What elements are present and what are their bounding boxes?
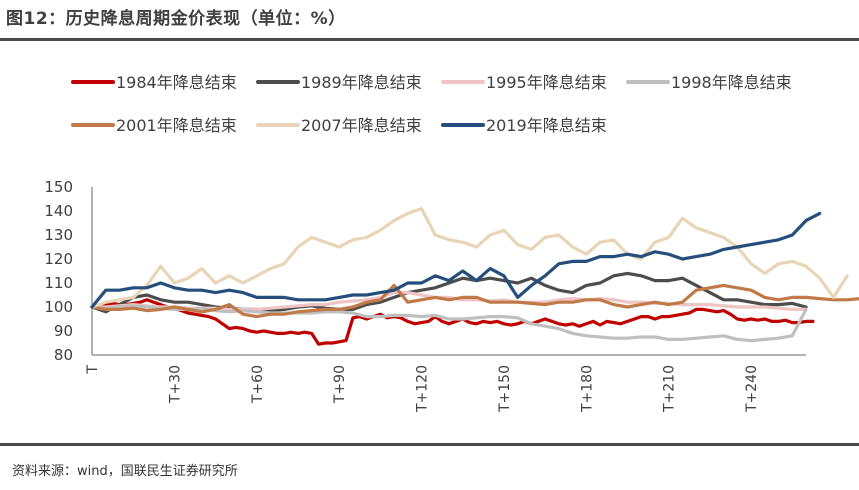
x-tick-label: T+30 [167, 365, 183, 404]
y-tick-label: 130 [44, 226, 73, 244]
legend-label-2: 1995年降息结束 [486, 73, 607, 92]
y-tick-label: 90 [54, 322, 73, 340]
bottom-divider [0, 443, 859, 446]
series-line-1 [90, 271, 808, 314]
top-divider [0, 38, 859, 41]
y-tick-label: 120 [44, 250, 73, 268]
series-line-4 [90, 283, 859, 319]
legend: 1984年降息结束 1989年降息结束 1995年降息结束 1998年降息结束 2001… [71, 73, 792, 135]
legend-label-1: 1989年降息结束 [301, 73, 422, 92]
legend-label-3: 1998年降息结束 [671, 73, 792, 92]
y-tick-label: 150 [44, 178, 73, 196]
x-tick-label: T+60 [250, 365, 266, 404]
x-tick-label: T+90 [332, 365, 348, 404]
series-line-5 [90, 207, 849, 309]
x-tick-label: T+240 [744, 365, 760, 413]
series-line-0 [90, 298, 815, 346]
x-tick-label: T+120 [415, 365, 431, 413]
series-line-6 [90, 211, 822, 309]
legend-label-6: 2019年降息结束 [486, 116, 607, 135]
figure-title: 图12：历史降息周期金价表现（单位：%） [6, 9, 346, 29]
y-tick-label: 110 [44, 274, 73, 292]
x-tick-label: T+180 [579, 365, 595, 413]
x-tick-label: T+150 [497, 365, 513, 413]
x-tick-label: T [85, 365, 101, 375]
legend-label-5: 2007年降息结束 [301, 116, 422, 135]
source-note: 资料来源：wind，国联民生证券研究所 [12, 464, 238, 479]
y-tick-label: 100 [44, 298, 73, 316]
x-tick-label: T+210 [662, 365, 678, 413]
line-chart: 1984年降息结束 1989年降息结束 1995年降息结束 1998年降息结束 2001… [44, 73, 859, 413]
legend-label-0: 1984年降息结束 [116, 73, 237, 92]
series-lines [90, 207, 859, 346]
y-tick-label: 140 [44, 202, 73, 220]
y-axis: 80 90 100 110 120 130 140 150 [44, 178, 93, 364]
y-tick-label: 80 [54, 346, 73, 364]
x-axis: T T+30 T+60 T+90 T+120 T+150 T+180 T+210 T+240 [85, 354, 806, 413]
legend-label-4: 2001年降息结束 [116, 116, 237, 135]
